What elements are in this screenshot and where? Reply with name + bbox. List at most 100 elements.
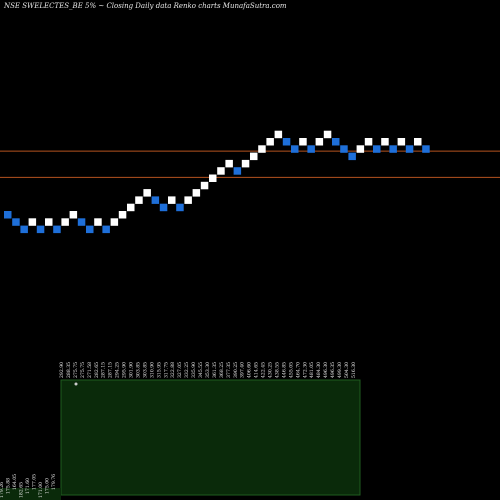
price-label-low: 179.76 xyxy=(51,474,57,490)
renko-brick-down xyxy=(348,152,356,161)
renko-brick-up xyxy=(94,218,102,226)
renko-brick-up xyxy=(323,130,332,139)
renko-brick-up xyxy=(217,167,225,175)
price-label: 516.30 xyxy=(351,362,357,378)
price-label: 397.40 xyxy=(240,362,246,378)
price-label: 430.25 xyxy=(268,362,274,378)
renko-bricks xyxy=(4,130,430,234)
renko-brick-up xyxy=(184,196,192,204)
price-label: 464.70 xyxy=(295,362,301,378)
price-labels: 292.90 288.35 275.75 275.75 271.58 282.65 287.… xyxy=(0,362,357,498)
renko-brick-down xyxy=(151,196,160,204)
renko-brick-up xyxy=(127,203,135,212)
price-label: 345.55 xyxy=(198,362,204,378)
price-label-low: 177.05 xyxy=(32,474,38,490)
price-label: 288.35 xyxy=(66,362,72,378)
price-label: 368.25 xyxy=(219,362,225,378)
renko-brick-up xyxy=(250,152,258,161)
price-label-low: 164.05 xyxy=(12,474,18,490)
renko-brick-down xyxy=(12,218,20,226)
price-label: 292.90 xyxy=(59,362,65,378)
price-label: 295.90 xyxy=(122,362,128,378)
price-label: 287.15 xyxy=(101,362,107,378)
horizontal-lines xyxy=(0,150,500,178)
price-label: 294.25 xyxy=(115,362,121,378)
renko-brick-down xyxy=(53,225,61,234)
chart-title: NSE SWELECTES_BE 5% ~ Closing Daily data… xyxy=(4,2,287,10)
price-label: 315.95 xyxy=(156,362,162,378)
renko-brick-down xyxy=(282,138,291,146)
volume-panel xyxy=(0,379,361,500)
price-label: 455.05 xyxy=(288,362,294,378)
renko-brick-up xyxy=(45,218,53,226)
renko-brick-up xyxy=(69,211,78,219)
renko-brick-up xyxy=(135,196,143,204)
renko-brick-up xyxy=(200,181,209,190)
price-label: 377.35 xyxy=(226,362,232,378)
price-label: 310.90 xyxy=(149,362,155,378)
price-label: 301.90 xyxy=(129,362,135,378)
renko-brick-up xyxy=(381,138,389,146)
renko-brick-up xyxy=(274,130,283,139)
price-label: 414.65 xyxy=(254,362,260,378)
price-label: 504.30 xyxy=(344,362,350,378)
renko-brick-up xyxy=(28,218,37,226)
price-label: 353.30 xyxy=(205,362,211,378)
renko-brick-up xyxy=(241,159,250,168)
price-label: 287.15 xyxy=(108,362,114,378)
renko-brick-up xyxy=(192,189,201,197)
renko-brick-down xyxy=(20,225,28,234)
price-label: 481.05 xyxy=(309,362,315,378)
renko-brick-up xyxy=(209,174,217,182)
price-label-low: 182.65 xyxy=(19,482,25,498)
renko-brick-up xyxy=(225,159,233,168)
renko-brick-down xyxy=(422,145,430,153)
renko-brick-down xyxy=(102,225,110,234)
renko-brick-down xyxy=(373,145,381,153)
price-label: 317.75 xyxy=(163,362,169,378)
price-label: 332.25 xyxy=(184,362,190,378)
renko-brick-up xyxy=(143,189,151,197)
renko-brick-up xyxy=(364,138,373,146)
renko-brick-up xyxy=(266,138,274,146)
renko-brick-up xyxy=(110,218,119,226)
renko-brick-down xyxy=(307,145,315,153)
renko-brick-down xyxy=(176,203,184,212)
price-label: 499.30 xyxy=(337,362,343,378)
price-label: 390.25 xyxy=(233,362,239,378)
volume-area xyxy=(60,379,361,496)
renko-brick-down xyxy=(77,218,86,226)
renko-brick-up xyxy=(61,218,69,226)
renko-brick-up xyxy=(299,138,307,146)
price-label: 422.45 xyxy=(261,362,267,378)
price-label: 496.35 xyxy=(330,362,336,378)
renko-brick-down xyxy=(233,167,242,175)
renko-brick-down xyxy=(159,203,168,212)
renko-brick-up xyxy=(118,211,127,219)
renko-brick-down xyxy=(86,225,94,234)
renko-brick-down xyxy=(405,145,414,153)
renko-brick-down xyxy=(332,138,340,146)
price-label-low: 179.26 xyxy=(0,482,5,498)
price-label: 335.90 xyxy=(191,362,197,378)
volume-area-left xyxy=(0,488,61,500)
volume-marker xyxy=(74,382,78,386)
price-label: 322.88 xyxy=(170,362,176,378)
renko-brick-down xyxy=(36,225,45,234)
price-label: 446.85 xyxy=(281,362,287,378)
renko-brick-down xyxy=(291,145,299,153)
renko-brick-up xyxy=(258,145,266,153)
renko-brick-up xyxy=(315,138,324,146)
price-label: 303.85 xyxy=(135,362,141,378)
price-label: 406.60 xyxy=(247,362,253,378)
price-label: 472.30 xyxy=(302,362,308,378)
price-label: 282.65 xyxy=(94,362,100,378)
price-label-low: 171.00 xyxy=(38,482,44,498)
price-label-low: 171.60 xyxy=(25,478,31,494)
renko-brick-up xyxy=(356,145,365,153)
price-label-low: 175.00 xyxy=(45,478,51,494)
renko-brick-down xyxy=(340,145,348,153)
price-label: 484.30 xyxy=(316,362,322,378)
renko-brick-up xyxy=(168,196,176,204)
